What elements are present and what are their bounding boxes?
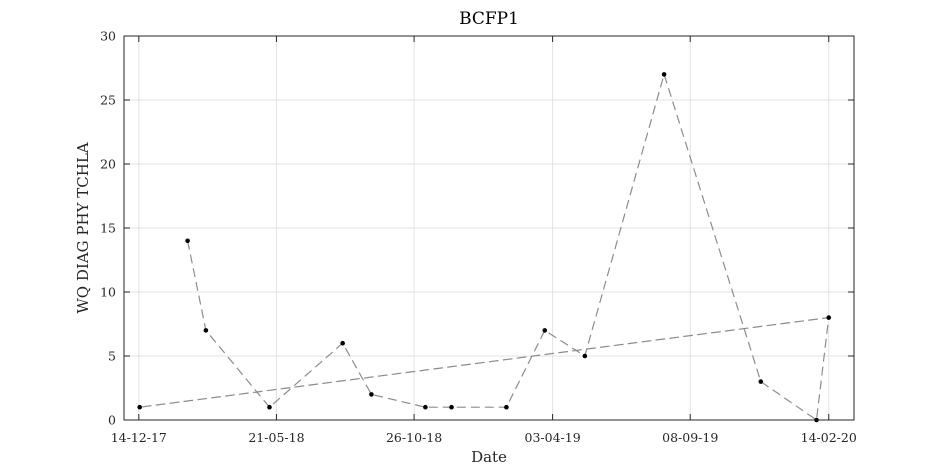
x-axis-label: Date (471, 448, 507, 466)
x-tick-label: 26-10-18 (386, 430, 442, 445)
data-point (449, 404, 454, 410)
x-tick-label: 03-04-19 (525, 430, 581, 445)
y-tick-label: 15 (100, 221, 116, 236)
y-tick-label: 20 (100, 157, 116, 172)
data-point (661, 72, 667, 77)
data-points (137, 72, 832, 423)
data-point (185, 238, 190, 244)
y-tick-label: 10 (100, 285, 116, 300)
x-tick-label: 08-09-19 (662, 430, 718, 445)
x-tick-label: 14-12-17 (111, 430, 167, 445)
data-point (203, 328, 209, 333)
data-point (423, 404, 428, 410)
y-axis-label: WQ DIAG PHY TCHLA (74, 142, 92, 313)
data-point (542, 328, 548, 333)
data-point (137, 404, 142, 410)
y-tick-label: 30 (100, 29, 116, 44)
series-line (139, 72, 830, 422)
x-tick-label: 14-02-20 (801, 430, 857, 445)
data-point (369, 392, 374, 397)
y-tick-label: 25 (100, 93, 116, 108)
data-point (340, 340, 345, 346)
data-point (826, 315, 832, 320)
x-tick-labels: 14-12-17 21-05-18 26-10-18 03-04-19 08-09-19… (111, 430, 857, 445)
x-tick-label: 21-05-18 (248, 430, 304, 445)
y-tick-label: 0 (108, 413, 116, 428)
tick-marks (124, 35, 854, 421)
data-point (504, 404, 509, 410)
grid (124, 35, 854, 421)
data-point (582, 353, 588, 359)
data-point (758, 379, 764, 384)
data-point (267, 404, 272, 410)
chart-title: BCFP1 (459, 9, 519, 29)
y-tick-labels: 0 5 10 15 20 25 30 (100, 29, 116, 428)
y-tick-label: 5 (108, 349, 116, 364)
